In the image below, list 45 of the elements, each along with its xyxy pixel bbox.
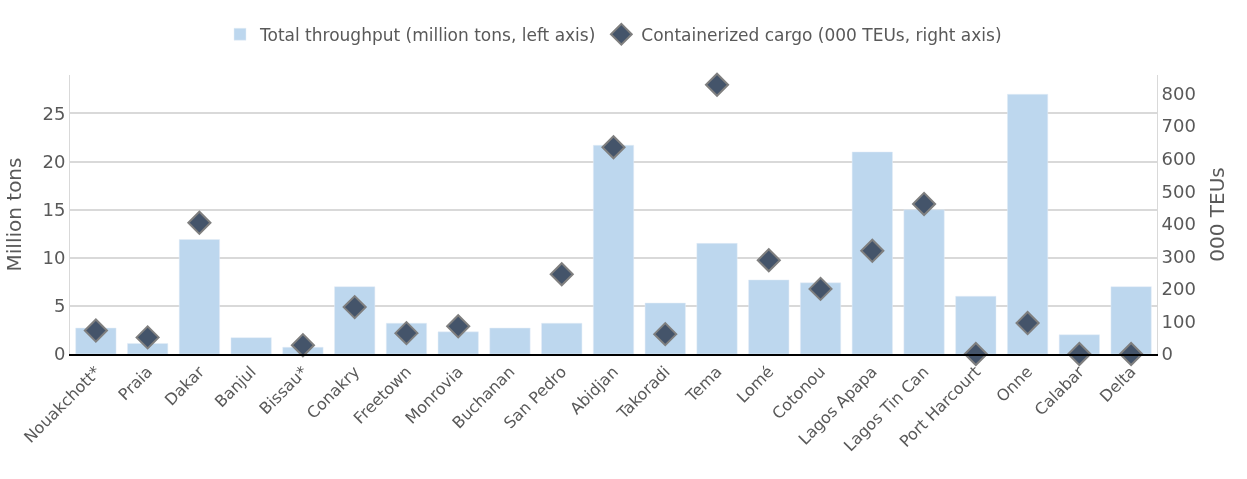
y-tick-label: 0 [53,343,66,365]
point [290,333,315,358]
y2-tick-label: 200 [1161,278,1196,300]
legend-label: Containerized cargo (000 TEUs, right axis) [641,24,1002,45]
y2-tick-label: 500 [1161,180,1196,202]
bar [748,279,790,354]
y-tick-label: 20 [42,150,66,172]
y2-tick-label: 800 [1161,82,1196,104]
bar [1110,286,1152,354]
y-tick-label: 25 [42,102,66,124]
point [756,248,781,273]
bar [593,144,634,354]
point [860,238,885,263]
bar [955,296,997,354]
y2-tick-label: 100 [1161,310,1196,332]
point [135,325,160,350]
y2-tick-label: 300 [1161,245,1196,267]
y-tick-label: 15 [42,198,66,220]
y2-axis-title: 000 TEUs [1205,167,1230,262]
bar [489,327,531,354]
y-axis-title: Million tons [1,157,26,272]
legend-label: Total throughput (million tons, left axis) [259,24,596,45]
bar [800,282,841,354]
y2-tick-label: 600 [1161,147,1196,169]
point [704,72,730,97]
y-tick-label: 5 [53,295,66,317]
y-tick-label: 10 [42,247,66,269]
bar [696,243,738,354]
bar [851,151,893,354]
y2-tick-label: 0 [1161,343,1174,365]
y2-tick-label: 400 [1161,213,1196,235]
point [1015,311,1040,336]
bar [437,331,479,354]
bar [903,209,945,354]
point [549,262,574,287]
bar [230,337,272,354]
bar [541,322,583,354]
point [912,191,937,216]
bar [178,239,220,354]
point [601,135,626,160]
y2-tick-label: 700 [1161,115,1196,137]
point [446,314,471,339]
bar [1007,93,1049,354]
point [808,276,833,301]
point [187,210,212,235]
